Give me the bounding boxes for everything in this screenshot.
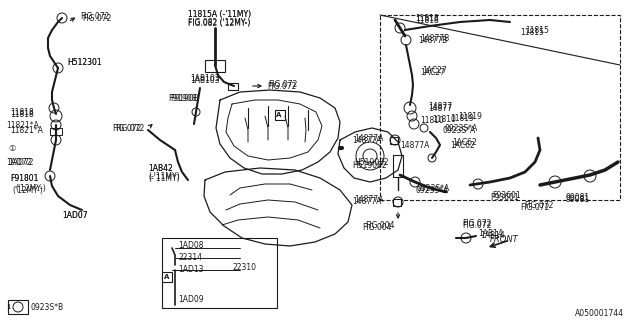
Text: FIG.082 ('12MY-): FIG.082 ('12MY-) [188,18,250,27]
Text: 22310: 22310 [232,263,256,273]
Text: 0923S*B: 0923S*B [30,303,63,313]
Text: (-'11MY): (-'11MY) [148,173,180,182]
Text: 99081: 99081 [565,196,589,204]
Bar [162,272,172,282]
Text: 0923S*A: 0923S*A [442,125,476,134]
Text: 11818: 11818 [10,108,34,116]
Text: 1AD72: 1AD72 [6,157,31,166]
Bar [393,199,401,206]
Text: 1: 1 [6,304,10,310]
Bar [50,128,62,135]
Text: FRONT: FRONT [490,236,519,244]
Text: 0923S*A: 0923S*A [416,183,449,193]
Text: F91801: F91801 [10,173,38,182]
Text: 11815A (-'11MY): 11815A (-'11MY) [188,10,251,19]
Text: ('12MY-): ('12MY-) [15,183,45,193]
Text: 0923S*A: 0923S*A [415,186,448,195]
Bar [228,83,238,90]
Text: 14877A: 14877A [400,140,429,149]
Text: A050001744: A050001744 [575,309,624,318]
Text: FIG.072: FIG.072 [524,201,554,210]
Text: FIG.072: FIG.072 [115,124,145,132]
Text: 14877B: 14877B [420,34,449,43]
Text: F93601: F93601 [490,194,518,203]
Text: FIG.072: FIG.072 [112,124,141,132]
Text: 14877B: 14877B [418,36,447,44]
Text: H512301: H512301 [67,58,102,67]
Text: 11815A (-'11MY): 11815A (-'11MY) [188,10,251,19]
Text: 11818: 11818 [10,109,34,118]
Text: 1AB14: 1AB14 [478,228,503,237]
Text: 1AC27: 1AC27 [420,68,445,76]
Text: 1AD13: 1AD13 [178,266,204,275]
Text: 1AC62: 1AC62 [450,140,475,149]
Bar [393,155,403,177]
Text: 14877: 14877 [428,101,452,110]
Text: 0923S*A: 0923S*A [444,124,477,132]
Text: 1AC27: 1AC27 [422,66,447,75]
Text: 11819: 11819 [450,114,474,123]
Text: 1AD72: 1AD72 [8,157,33,166]
Bar [380,15,620,200]
Text: 11818: 11818 [415,13,439,22]
Text: 11818: 11818 [415,15,439,25]
Text: 99081: 99081 [566,194,590,203]
Text: 1AD07: 1AD07 [62,211,88,220]
Text: H512301: H512301 [67,58,102,67]
Text: FIG.072: FIG.072 [268,79,298,89]
Text: 1AB42: 1AB42 [148,164,173,172]
Text: 1AB103: 1AB103 [190,74,220,83]
Text: FIG.072: FIG.072 [82,13,111,22]
Text: 11819: 11819 [458,111,482,121]
Text: 1AD07: 1AD07 [62,211,88,220]
Text: 1AD09: 1AD09 [178,295,204,305]
Text: 14877A: 14877A [352,197,381,206]
Text: FIG.004: FIG.004 [365,220,394,229]
Text: F91801: F91801 [10,173,38,182]
Text: FIG.072: FIG.072 [520,204,549,212]
Text: 11810: 11810 [432,115,456,124]
Text: 1AB42: 1AB42 [148,164,173,172]
Bar [8,300,28,314]
Text: 14877: 14877 [428,103,452,113]
Text: 22314: 22314 [178,252,202,261]
Text: F91908: F91908 [168,93,196,102]
Text: F93601: F93601 [492,191,520,201]
Text: FIG.072: FIG.072 [267,82,296,91]
Text: 1AB14: 1AB14 [480,230,505,239]
Bar [205,60,225,72]
Text: 11815: 11815 [525,26,549,35]
Text: F91908: F91908 [170,93,198,102]
Text: ①: ① [8,143,15,153]
Bar [162,238,277,308]
Text: 14877A: 14877A [354,133,383,142]
Text: 11810: 11810 [420,116,444,124]
Text: H519082: H519082 [354,157,388,166]
Text: 11821*A: 11821*A [6,121,39,130]
Text: 11815: 11815 [520,28,544,36]
Text: 1AB103: 1AB103 [190,76,220,84]
Text: H519082: H519082 [352,161,387,170]
Text: FIG.004: FIG.004 [362,223,392,233]
Text: A: A [276,112,282,118]
Text: FIG.082 ('12MY-): FIG.082 ('12MY-) [188,19,250,28]
Bar [390,137,398,144]
Text: A: A [164,274,170,280]
Text: ('12MY-): ('12MY-) [12,186,43,195]
Text: FIG.072: FIG.072 [80,12,109,20]
Bar [275,110,285,120]
Text: 11821*A: 11821*A [10,125,43,134]
Text: (-'11MY): (-'11MY) [148,172,180,180]
Text: 1AC62: 1AC62 [452,138,477,147]
Text: 14877A: 14877A [352,135,381,145]
Text: FIG.072: FIG.072 [462,219,492,228]
Text: 14877A: 14877A [354,196,383,204]
Text: FIG.072: FIG.072 [462,220,492,229]
Text: 1AD08: 1AD08 [178,241,204,250]
